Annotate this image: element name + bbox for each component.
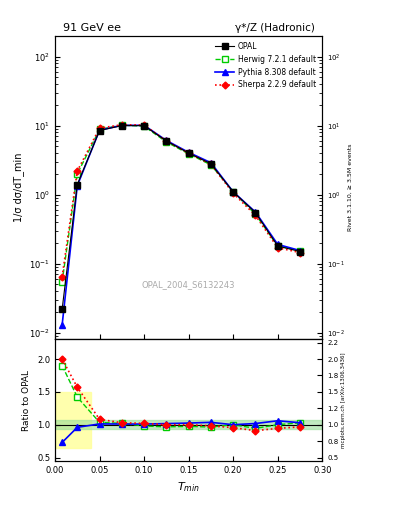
Line: Herwig 7.2.1 default: Herwig 7.2.1 default <box>59 122 303 284</box>
Pythia 8.308 default <box>75 183 80 189</box>
Pythia 8.308 default <box>253 209 258 215</box>
OPAL <box>97 127 102 134</box>
X-axis label: $T_{min}$: $T_{min}$ <box>177 480 200 494</box>
Sherpa 2.2.9 default <box>60 273 64 280</box>
Sherpa 2.2.9 default <box>275 245 280 251</box>
Line: Pythia 8.308 default: Pythia 8.308 default <box>59 122 303 328</box>
Sherpa 2.2.9 default <box>253 212 258 219</box>
Sherpa 2.2.9 default <box>298 249 302 255</box>
Y-axis label: Rivet 3.1.10, ≥ 3.5M events: Rivet 3.1.10, ≥ 3.5M events <box>348 144 353 231</box>
Herwig 7.2.1 default <box>275 243 280 249</box>
Line: Sherpa 2.2.9 default: Sherpa 2.2.9 default <box>60 122 303 279</box>
Herwig 7.2.1 default <box>164 139 169 145</box>
Pythia 8.308 default <box>97 127 102 133</box>
Pythia 8.308 default <box>119 122 124 129</box>
Sherpa 2.2.9 default <box>186 150 191 156</box>
Herwig 7.2.1 default <box>97 126 102 133</box>
Y-axis label: Ratio to OPAL: Ratio to OPAL <box>22 370 31 431</box>
Text: 91 GeV ee: 91 GeV ee <box>63 23 121 33</box>
Herwig 7.2.1 default <box>209 162 213 168</box>
OPAL <box>253 209 258 216</box>
Legend: OPAL, Herwig 7.2.1 default, Pythia 8.308 default, Sherpa 2.2.9 default: OPAL, Herwig 7.2.1 default, Pythia 8.308… <box>213 39 318 92</box>
Herwig 7.2.1 default <box>231 189 235 195</box>
OPAL <box>231 189 235 195</box>
Pythia 8.308 default <box>186 150 191 156</box>
OPAL <box>75 181 80 187</box>
Sherpa 2.2.9 default <box>75 168 80 174</box>
Y-axis label: 1/σ dσ/dT_min: 1/σ dσ/dT_min <box>13 153 24 222</box>
OPAL <box>298 248 302 254</box>
Sherpa 2.2.9 default <box>164 138 169 144</box>
OPAL <box>119 122 124 129</box>
OPAL <box>186 150 191 156</box>
Herwig 7.2.1 default <box>142 123 147 130</box>
OPAL <box>164 138 169 144</box>
OPAL <box>142 122 147 129</box>
Sherpa 2.2.9 default <box>209 161 213 167</box>
Herwig 7.2.1 default <box>186 151 191 157</box>
Herwig 7.2.1 default <box>253 211 258 217</box>
OPAL <box>209 161 213 167</box>
Pythia 8.308 default <box>209 160 213 166</box>
Pythia 8.308 default <box>298 247 302 253</box>
Herwig 7.2.1 default <box>298 247 302 253</box>
Pythia 8.308 default <box>142 122 147 129</box>
Bar <box>55 420 322 429</box>
Y-axis label: mcplots.cern.ch [arXiv:1306.3436]: mcplots.cern.ch [arXiv:1306.3436] <box>341 352 346 448</box>
Pythia 8.308 default <box>60 322 64 328</box>
OPAL <box>60 306 64 312</box>
Sherpa 2.2.9 default <box>119 122 124 128</box>
Line: OPAL: OPAL <box>59 122 303 312</box>
Sherpa 2.2.9 default <box>142 122 147 128</box>
Text: OPAL_2004_S6132243: OPAL_2004_S6132243 <box>142 280 235 289</box>
Sherpa 2.2.9 default <box>231 190 235 196</box>
Text: γ*/Z (Hadronic): γ*/Z (Hadronic) <box>235 23 314 33</box>
Pythia 8.308 default <box>164 137 169 143</box>
Herwig 7.2.1 default <box>75 171 80 177</box>
Herwig 7.2.1 default <box>60 279 64 285</box>
Herwig 7.2.1 default <box>119 122 124 128</box>
Pythia 8.308 default <box>275 241 280 247</box>
OPAL <box>275 243 280 249</box>
Bar <box>55 392 91 447</box>
Sherpa 2.2.9 default <box>97 125 102 131</box>
Pythia 8.308 default <box>231 189 235 195</box>
